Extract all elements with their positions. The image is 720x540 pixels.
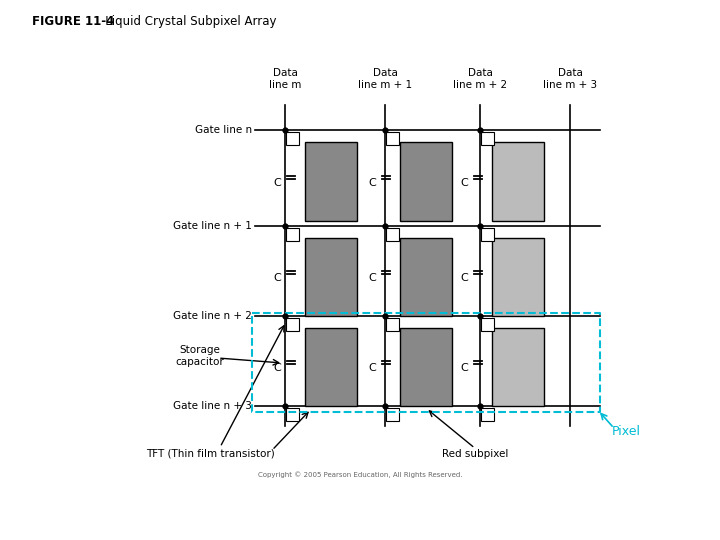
Text: C: C bbox=[368, 178, 376, 187]
Bar bbox=[400, 143, 452, 221]
Text: C: C bbox=[273, 178, 281, 187]
Bar bbox=[305, 238, 357, 316]
Text: Gate line n + 2: Gate line n + 2 bbox=[173, 311, 252, 321]
Text: C: C bbox=[460, 178, 468, 187]
Text: Data
line m + 3: Data line m + 3 bbox=[543, 68, 597, 90]
Text: Red subpixel: Red subpixel bbox=[442, 449, 508, 460]
Bar bbox=[400, 328, 452, 406]
Bar bbox=[386, 132, 399, 145]
Bar bbox=[286, 228, 299, 241]
Bar bbox=[481, 318, 494, 331]
Text: Data
line m + 1: Data line m + 1 bbox=[358, 68, 412, 90]
Text: C: C bbox=[460, 273, 468, 283]
Text: TFT (Thin film transistor): TFT (Thin film transistor) bbox=[145, 448, 274, 458]
Text: C: C bbox=[273, 273, 281, 283]
Bar bbox=[492, 238, 544, 316]
Text: Data
line m: Data line m bbox=[269, 68, 301, 90]
Bar bbox=[286, 408, 299, 421]
Bar bbox=[286, 318, 299, 331]
Bar bbox=[305, 328, 357, 406]
Text: Gate line n + 3: Gate line n + 3 bbox=[173, 401, 252, 411]
Bar bbox=[481, 408, 494, 421]
Text: FIGURE 11-4: FIGURE 11-4 bbox=[32, 15, 114, 28]
Bar bbox=[400, 238, 452, 316]
Text: Gate line n: Gate line n bbox=[195, 125, 252, 136]
Bar bbox=[492, 328, 544, 406]
Text: Storage
capacitor: Storage capacitor bbox=[176, 345, 225, 367]
Text: Data
line m + 2: Data line m + 2 bbox=[453, 68, 507, 90]
Text: C: C bbox=[368, 363, 376, 373]
Text: Pixel: Pixel bbox=[612, 425, 641, 438]
Bar bbox=[386, 228, 399, 241]
Text: Liquid Crystal Subpixel Array: Liquid Crystal Subpixel Array bbox=[94, 15, 276, 28]
Bar bbox=[305, 143, 357, 221]
Bar bbox=[286, 132, 299, 145]
Text: Gate line n + 1: Gate line n + 1 bbox=[173, 221, 252, 231]
Bar bbox=[386, 408, 399, 421]
Text: PEARSON: PEARSON bbox=[602, 507, 698, 525]
Text: Copyright ©2016, 2008, 2004
by Pearson Education, Inc.
All rights reserved.: Copyright ©2016, 2008, 2004 by Pearson E… bbox=[504, 501, 640, 531]
Bar bbox=[492, 143, 544, 221]
Bar bbox=[481, 228, 494, 241]
Text: ALWAYS LEARNING: ALWAYS LEARNING bbox=[7, 509, 96, 518]
Bar bbox=[481, 132, 494, 145]
Text: Logic and Computer Design Fundamentals, Fifth Edition
Mano | Klime | Martin: Logic and Computer Design Fundamentals, … bbox=[144, 505, 417, 526]
Text: Copyright © 2005 Pearson Education, All Rights Reserved.: Copyright © 2005 Pearson Education, All … bbox=[258, 471, 462, 478]
Bar bbox=[386, 318, 399, 331]
Text: C: C bbox=[460, 363, 468, 373]
Text: C: C bbox=[368, 273, 376, 283]
Text: C: C bbox=[273, 363, 281, 373]
